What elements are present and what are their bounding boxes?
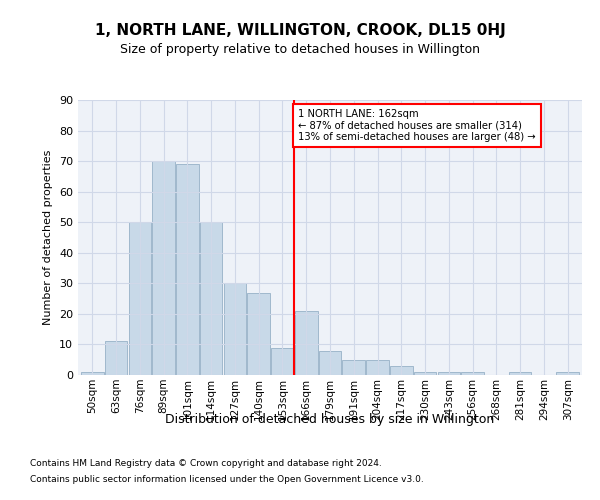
Text: Contains public sector information licensed under the Open Government Licence v3: Contains public sector information licen… [30, 475, 424, 484]
Bar [176, 164, 199, 375]
Text: Size of property relative to detached houses in Willington: Size of property relative to detached ho… [120, 42, 480, 56]
Bar [509, 372, 532, 375]
Bar [105, 342, 127, 375]
Bar [81, 372, 104, 375]
Bar [128, 222, 151, 375]
Bar [152, 161, 175, 375]
Text: Distribution of detached houses by size in Willington: Distribution of detached houses by size … [166, 412, 494, 426]
Bar [247, 292, 270, 375]
Bar [461, 372, 484, 375]
Bar [366, 360, 389, 375]
Bar [200, 222, 223, 375]
Bar [556, 372, 579, 375]
Bar [390, 366, 413, 375]
Bar [343, 360, 365, 375]
Text: 1, NORTH LANE, WILLINGTON, CROOK, DL15 0HJ: 1, NORTH LANE, WILLINGTON, CROOK, DL15 0… [95, 22, 505, 38]
Bar [295, 311, 317, 375]
Bar [224, 284, 246, 375]
Bar [437, 372, 460, 375]
Bar [414, 372, 436, 375]
Text: Contains HM Land Registry data © Crown copyright and database right 2024.: Contains HM Land Registry data © Crown c… [30, 458, 382, 468]
Text: 1 NORTH LANE: 162sqm
← 87% of detached houses are smaller (314)
13% of semi-deta: 1 NORTH LANE: 162sqm ← 87% of detached h… [298, 109, 536, 142]
Y-axis label: Number of detached properties: Number of detached properties [43, 150, 53, 325]
Bar [271, 348, 294, 375]
Bar [319, 350, 341, 375]
